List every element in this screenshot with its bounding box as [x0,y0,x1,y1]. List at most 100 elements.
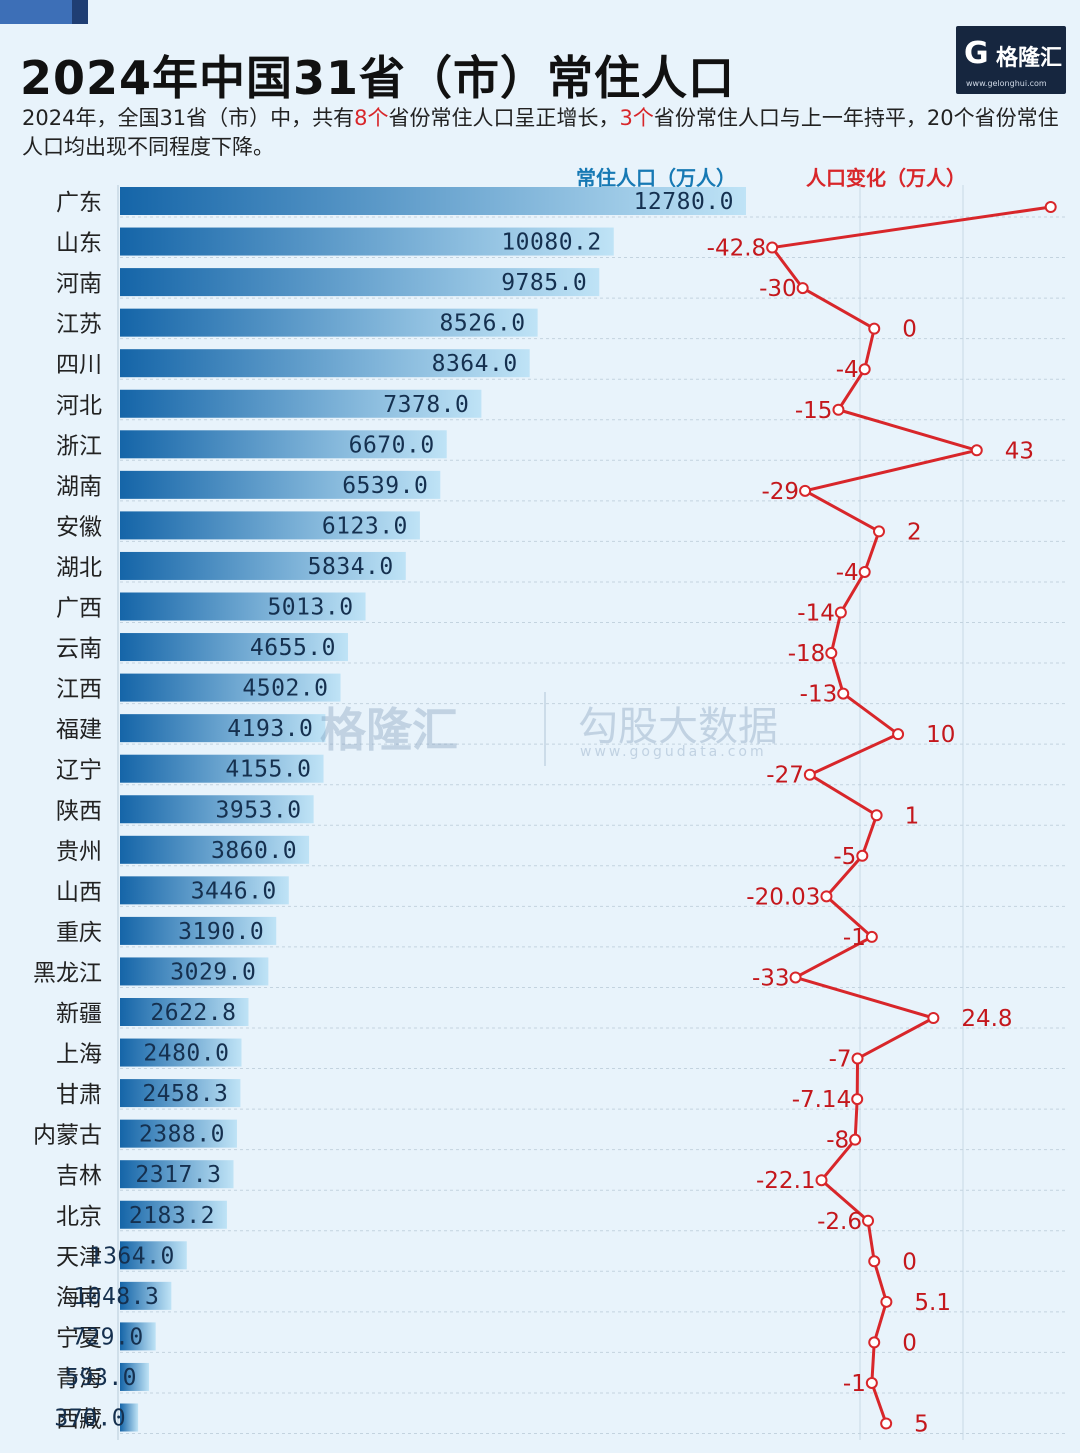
population-bar [120,349,530,378]
category-label: 上海 [56,1042,102,1068]
population-bar [120,876,289,905]
legend-change: 人口变化（万人） [806,166,966,190]
change-point [856,849,869,862]
change-point [873,525,885,538]
subtitle-text: 2024年，全国31省（市）中，共有 [22,106,355,130]
change-value-label: 5.1 [914,1290,951,1316]
population-bar [120,1200,227,1229]
population-value-label: 8364.0 [432,351,518,377]
population-value-label: 10080.2 [501,230,601,256]
population-value-label: 729.0 [72,1324,144,1350]
population-value-label: 3860.0 [211,838,297,864]
change-value-label: 0 [902,317,917,343]
change-point [870,809,883,822]
population-value-label: 2458.3 [142,1081,228,1107]
population-value-label: 1048.3 [73,1284,159,1310]
change-point [789,971,802,984]
category-label: 浙江 [56,433,102,459]
population-value-label: 3446.0 [191,878,277,904]
population-bar [120,308,538,337]
population-value-label: 3953.0 [216,797,302,823]
page-title: 2024年中国31省（市）常住人口 [20,51,736,105]
population-bar [120,1362,150,1391]
change-value-label: 0 [902,1330,917,1356]
change-value-label: 0 [902,1249,917,1275]
category-label: 西藏 [56,1407,102,1433]
population-bar [120,187,746,215]
category-label: 河北 [56,393,102,419]
category-label: 黑龙江 [33,960,102,986]
change-point [927,1012,940,1024]
population-bar [120,714,326,743]
change-point [970,444,983,457]
change-value-label: 1 [905,803,920,829]
category-label: 广东 [56,190,102,216]
change-value-label: -22.1 [756,1168,816,1194]
category-label: 陕西 [56,798,102,824]
population-bar [120,511,420,540]
subtitle-text: 省份常住人口与上一年持平， [653,106,927,130]
category-label: 江西 [56,677,102,703]
population-value-label: 6539.0 [342,473,428,499]
change-point [825,647,838,660]
population-bar [120,551,406,580]
population-bar [120,470,441,499]
population-bar [120,998,249,1026]
change-point [868,322,881,335]
population-value-label: 4193.0 [227,716,313,742]
population-value-label: 593.0 [65,1365,137,1391]
change-value-label: -4 [836,560,859,586]
change-point [803,768,816,781]
legend-population: 常住人口（万人） [576,166,736,190]
change-point [837,687,850,700]
population-value-label: 1364.0 [89,1243,175,1269]
population-bar [120,268,600,297]
population-bar [120,1241,187,1270]
category-label: 河南 [56,271,102,297]
change-point [815,1174,828,1187]
change-value-label: -27 [766,763,804,789]
change-value-label: -29 [761,479,799,505]
category-label: 辽宁 [56,758,102,784]
population-value-label: 6670.0 [349,432,435,458]
population-bar [120,430,447,459]
top-accent-bar-dark [72,0,88,24]
population-value-label: 6123.0 [322,513,408,539]
category-label: 吉林 [56,1163,102,1189]
population-bar [120,1403,139,1432]
change-value-label: -7.14 [792,1087,852,1113]
change-point [858,363,871,376]
population-value-label: 2183.2 [129,1203,215,1229]
population-bar [120,1281,172,1310]
change-point [868,1336,881,1349]
change-point [851,1052,864,1065]
gelonghui-logo: G 格隆汇 www.gelonghui.com [956,26,1066,94]
population-value-label: 2388.0 [139,1122,225,1148]
change-value-label: -4 [836,357,859,383]
change-point [892,728,905,741]
category-label: 四川 [56,352,102,378]
population-value-label: 4502.0 [242,676,328,702]
change-value-label: -42.8 [707,236,767,262]
logo-url: www.gelonghui.com [966,79,1047,88]
population-value-label: 12780.0 [634,189,734,215]
category-label: 广西 [56,596,102,622]
change-point [865,930,878,943]
category-label: 江苏 [56,312,102,338]
change-point [851,1093,864,1106]
subtitle-text: 省份常住人口呈正增长， [388,106,620,130]
population-bar [120,957,269,986]
category-label: 内蒙古 [33,1123,102,1149]
change-value-label: 5 [914,1412,929,1438]
change-point [1044,201,1057,213]
population-value-label: 370.0 [54,1406,126,1432]
population-bar [120,1160,234,1189]
logo-mark-icon: G [964,36,989,71]
category-label: 贵州 [56,839,102,865]
population-value-label: 7378.0 [383,392,469,418]
change-point [832,403,845,416]
category-label: 安徽 [56,514,102,540]
change-point [820,890,833,903]
change-point [834,606,847,619]
